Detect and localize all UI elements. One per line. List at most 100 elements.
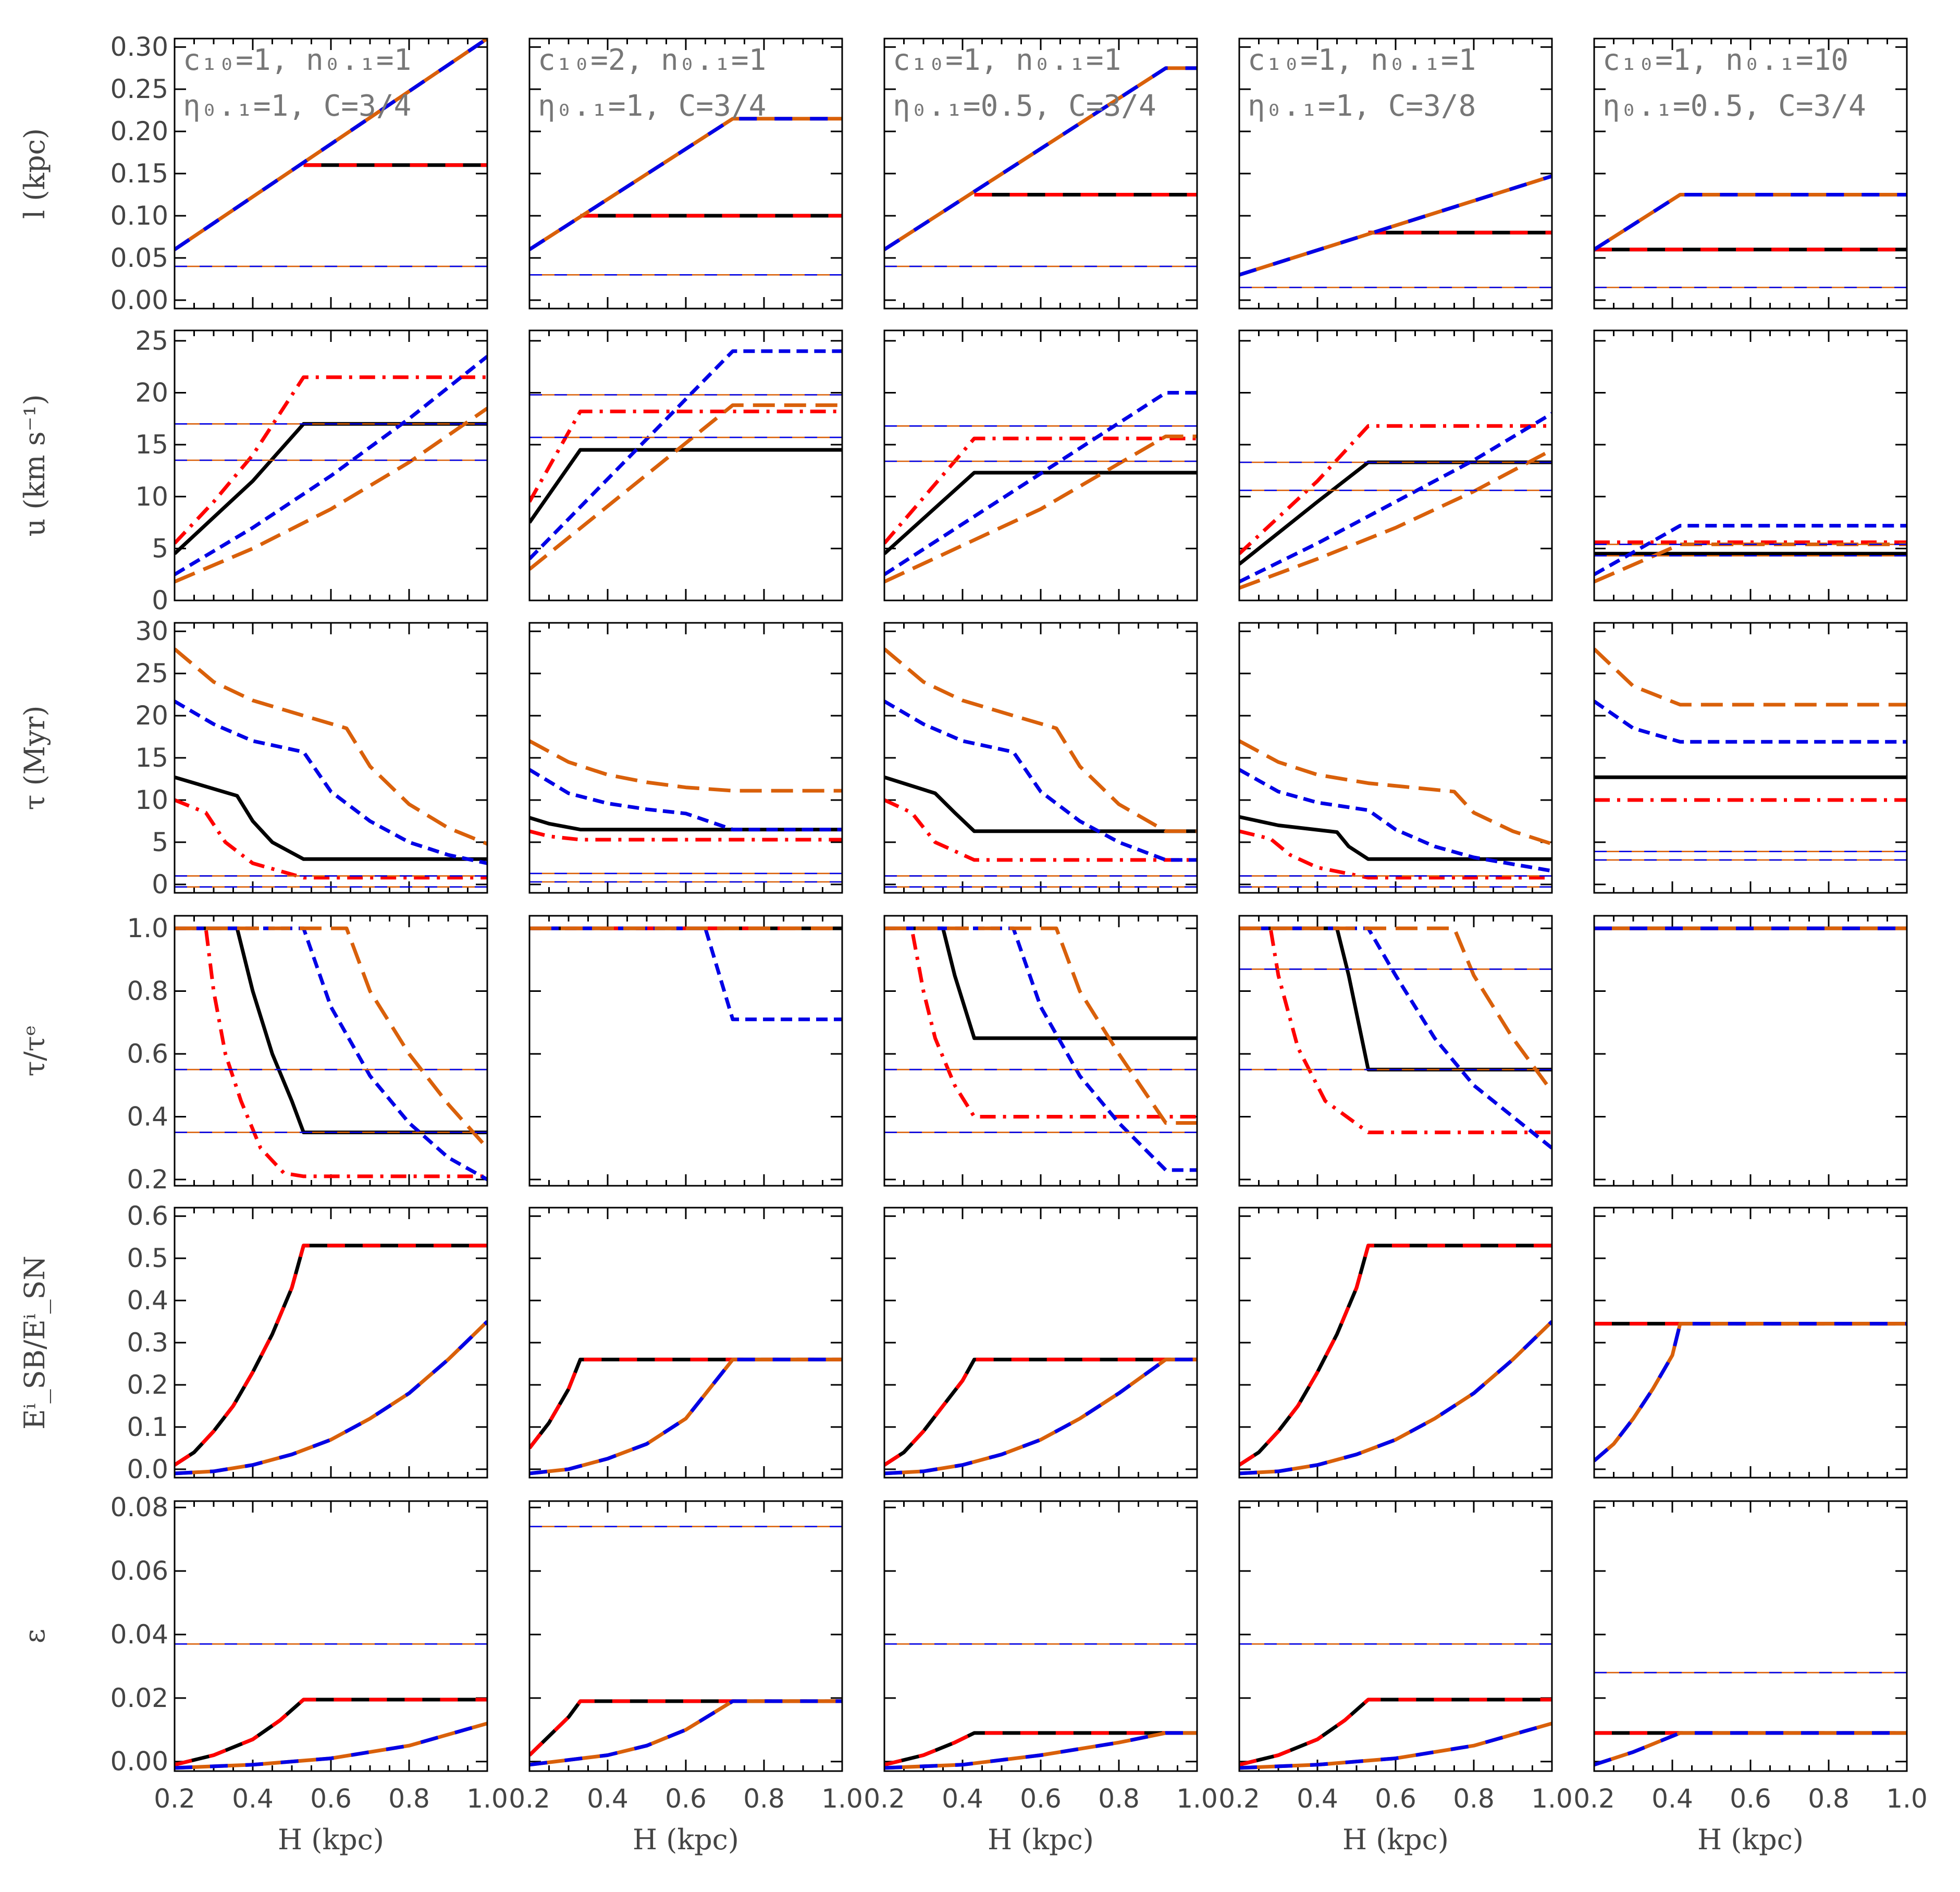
x-tick-label: 1.0 <box>821 1784 863 1814</box>
y-tick-label: 15 <box>135 743 168 773</box>
panel-series <box>1239 174 1552 288</box>
panel-frame <box>1593 1500 1908 1772</box>
panels-layer <box>174 38 1908 1772</box>
panel-r0-c4 <box>1593 38 1908 310</box>
x-tick-label: 0.4 <box>1297 1784 1338 1814</box>
panel-r4-c2 <box>883 1207 1198 1479</box>
y-axis-title: Eⁱ_SB/Eⁱ_SN <box>18 1256 51 1430</box>
series-line-solid-black <box>884 775 1197 833</box>
panel-frame <box>883 1207 1198 1479</box>
series-line-shortdash-blue <box>529 349 842 560</box>
labels-layer: 0.000.050.100.150.200.250.30l (kpc)05101… <box>18 32 1928 1856</box>
panel-frame <box>174 329 488 601</box>
panel-frame <box>1593 622 1908 894</box>
panel-series <box>175 926 487 1182</box>
x-axis-title: H (kpc) <box>278 1823 384 1856</box>
panel-r0-c2 <box>883 38 1198 310</box>
panel-r3-c0 <box>174 915 488 1187</box>
series-line-solid-black <box>1239 815 1552 861</box>
annotation-params-line1: c₁₀=2, n₀.₁=1 <box>538 43 766 77</box>
panel-frame <box>174 1500 488 1772</box>
y-tick-label: 0 <box>152 585 168 616</box>
panel-r4-c3 <box>1238 1207 1553 1479</box>
panel-r5-c2 <box>883 1500 1198 1772</box>
series-line-dashdot-red <box>175 375 487 545</box>
panel-series <box>884 66 1197 267</box>
panel-r2-c4 <box>1593 622 1908 894</box>
panel-frame <box>883 915 1198 1187</box>
series-line-shortdash-blue <box>1239 768 1552 873</box>
panel-frame <box>1593 915 1908 1187</box>
panel-series <box>884 1643 1197 1770</box>
panel-frame <box>528 38 843 310</box>
y-tick-label: 0.30 <box>110 32 168 62</box>
panel-r1-c3 <box>1238 329 1553 601</box>
y-axis-title: τ/τᵉ <box>18 1025 51 1077</box>
y-tick-label: 20 <box>135 378 168 408</box>
panel-series <box>1594 1672 1907 1767</box>
series-line-shortdash-blue <box>175 355 487 576</box>
panel-series <box>884 391 1197 584</box>
panel-frame <box>883 38 1198 310</box>
panel-series <box>175 355 487 584</box>
series-line-orange-blue-thick-overlay <box>1239 1722 1552 1770</box>
panel-series <box>1239 1643 1552 1770</box>
y-tick-label: 15 <box>135 429 168 460</box>
panel-r3-c4 <box>1593 915 1908 1187</box>
y-tick-label: 25 <box>135 326 168 356</box>
panel-r1-c4 <box>1593 329 1908 601</box>
series-line-orange-blue-thick-overlay <box>175 39 487 251</box>
series-line-dashdot-red <box>529 409 842 503</box>
series-line-orange-blue-thick-overlay <box>529 1357 842 1476</box>
x-tick-label: 0.2 <box>154 1784 195 1814</box>
panel-frame <box>1238 1207 1553 1479</box>
x-tick-label: 0.8 <box>1453 1784 1495 1814</box>
panel-r5-c1 <box>528 1500 843 1772</box>
panel-frame <box>1238 915 1553 1187</box>
series-line-dashdot-red <box>1239 829 1552 880</box>
y-axis-title: u (km s⁻¹) <box>18 394 51 536</box>
y-axis-title: l (kpc) <box>18 128 51 219</box>
x-tick-label: 0.8 <box>388 1784 430 1814</box>
panel-series <box>1239 926 1552 1150</box>
series-line-longdash-orange <box>175 926 487 1150</box>
series-line-orange-blue-thick-overlay <box>884 1731 1197 1770</box>
annotation-params-line2: η₀.₁=1, C=3/4 <box>538 89 766 123</box>
panel-series <box>529 739 842 883</box>
panel-series <box>1594 1322 1907 1463</box>
panel-frame <box>528 329 843 601</box>
x-tick-label: 0.2 <box>1218 1784 1260 1814</box>
series-line-black-red-thick-overlay <box>884 1731 1197 1767</box>
series-line-orange-blue-thick-overlay <box>175 1722 487 1770</box>
x-tick-label: 0.4 <box>587 1784 628 1814</box>
y-tick-label: 0.02 <box>110 1683 168 1713</box>
x-tick-label: 1.0 <box>1531 1784 1573 1814</box>
series-line-orange-blue-thick-overlay <box>529 117 842 251</box>
series-line-shortdash-blue <box>1594 699 1907 744</box>
x-axis-title: H (kpc) <box>1342 1823 1449 1856</box>
x-tick-label: 1.0 <box>466 1784 508 1814</box>
panel-series <box>1239 1244 1552 1476</box>
y-tick-label: 0.0 <box>127 1454 168 1484</box>
y-tick-label: 20 <box>135 701 168 731</box>
y-tick-label: 0.4 <box>127 1285 168 1316</box>
panel-frame <box>1238 622 1553 894</box>
panel-series <box>175 39 487 267</box>
series-line-dashdot-red <box>175 926 487 1178</box>
panel-frame <box>1238 329 1553 601</box>
series-line-orange-blue-thick-overlay <box>1239 1320 1552 1476</box>
series-line-solid-black <box>529 448 842 524</box>
y-tick-label: 0.25 <box>110 74 168 104</box>
panel-frame <box>528 915 843 1187</box>
annotation-params-line2: η₀.₁=0.5, C=3/4 <box>1602 89 1866 123</box>
series-line-black-red-thick-overlay <box>175 1244 487 1467</box>
y-tick-label: 5 <box>152 533 168 563</box>
series-line-solid-black <box>884 471 1197 555</box>
series-line-longdash-orange <box>529 403 842 571</box>
x-tick-label: 0.4 <box>1651 1784 1693 1814</box>
panel-ticks <box>1593 39 1908 309</box>
panel-series <box>529 926 842 1022</box>
annotation-params-line1: c₁₀=1, n₀.₁=1 <box>183 43 411 77</box>
series-line-dashdot-red <box>1239 424 1552 555</box>
panel-frame <box>1593 38 1908 310</box>
